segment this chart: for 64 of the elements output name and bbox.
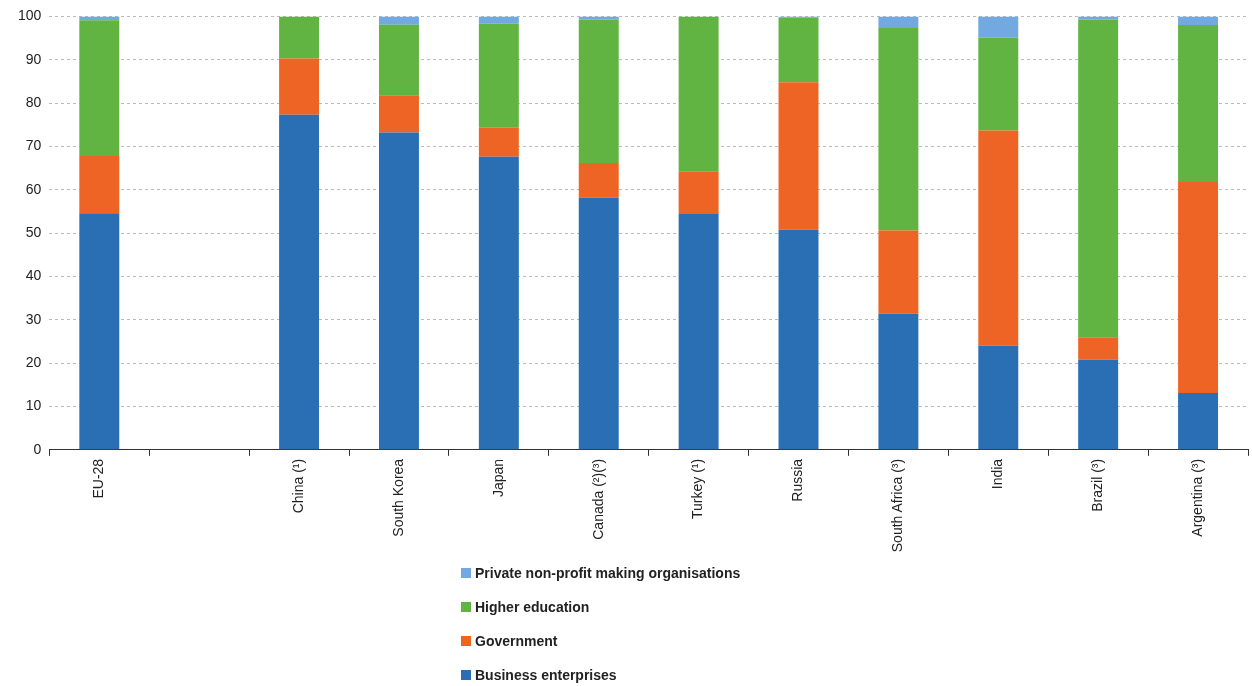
bar bbox=[978, 16, 1019, 38]
bar bbox=[878, 28, 919, 231]
bar bbox=[1078, 19, 1119, 338]
bar bbox=[778, 82, 819, 230]
y-tick-label: 90 bbox=[25, 50, 42, 67]
bar bbox=[279, 16, 320, 59]
bar bbox=[279, 114, 320, 450]
bar bbox=[478, 156, 519, 450]
bar bbox=[1178, 393, 1219, 450]
bar bbox=[478, 23, 519, 128]
bar bbox=[1178, 181, 1219, 394]
x-tick-label: Japan bbox=[489, 458, 506, 498]
bar bbox=[878, 230, 919, 314]
x-tick-label: Turkey (¹) bbox=[689, 458, 706, 520]
x-tick-label: South Korea bbox=[389, 458, 406, 537]
x-tick-label: India bbox=[989, 458, 1006, 490]
bar bbox=[79, 155, 120, 214]
bar bbox=[778, 17, 819, 83]
bar bbox=[878, 16, 919, 29]
bar bbox=[1178, 25, 1219, 182]
bar bbox=[778, 229, 819, 450]
y-tick-label: 10 bbox=[25, 397, 42, 414]
y-tick-label: 70 bbox=[25, 137, 42, 154]
bar bbox=[678, 16, 719, 172]
bar bbox=[1178, 16, 1219, 26]
legend-label: Business enterprises bbox=[475, 667, 617, 683]
x-tick-label: Russia bbox=[789, 458, 806, 502]
bar bbox=[978, 130, 1019, 346]
bar bbox=[79, 213, 120, 450]
bar bbox=[578, 162, 619, 198]
bar bbox=[578, 197, 619, 450]
bar bbox=[1078, 359, 1119, 450]
bar bbox=[79, 20, 120, 156]
bar bbox=[279, 58, 320, 115]
y-tick-label: 80 bbox=[25, 93, 42, 110]
legend-label: Government bbox=[475, 633, 558, 649]
bar bbox=[478, 16, 519, 24]
bar bbox=[478, 127, 519, 157]
x-tick-label: China (¹) bbox=[289, 458, 306, 514]
x-tick-label: Brazil (³) bbox=[1089, 458, 1106, 512]
y-tick-label: 40 bbox=[25, 267, 42, 284]
bar bbox=[678, 171, 719, 215]
bar bbox=[378, 132, 419, 450]
x-tick-label: Canada (²)(³) bbox=[589, 458, 606, 540]
bar bbox=[378, 95, 419, 133]
y-tick-label: 20 bbox=[25, 354, 42, 371]
legend-label: Higher education bbox=[475, 599, 590, 615]
y-tick-label: 0 bbox=[33, 440, 42, 457]
x-tick-label: Argentina (³) bbox=[1188, 458, 1205, 537]
x-tick-label: EU-28 bbox=[90, 458, 107, 499]
y-tick-label: 100 bbox=[18, 7, 42, 24]
y-tick-label: 30 bbox=[25, 310, 42, 327]
legend-label: Private non-profit making organisations bbox=[475, 565, 741, 581]
y-tick-label: 50 bbox=[25, 223, 42, 240]
x-tick-label: South Africa (³) bbox=[889, 458, 906, 553]
bar bbox=[878, 313, 919, 450]
bar bbox=[978, 345, 1019, 450]
bar bbox=[1078, 337, 1119, 360]
bar bbox=[378, 16, 419, 25]
bar bbox=[378, 24, 419, 96]
y-tick-label: 60 bbox=[25, 180, 42, 197]
bar bbox=[978, 37, 1019, 131]
bar bbox=[678, 214, 719, 450]
bar bbox=[578, 19, 619, 163]
